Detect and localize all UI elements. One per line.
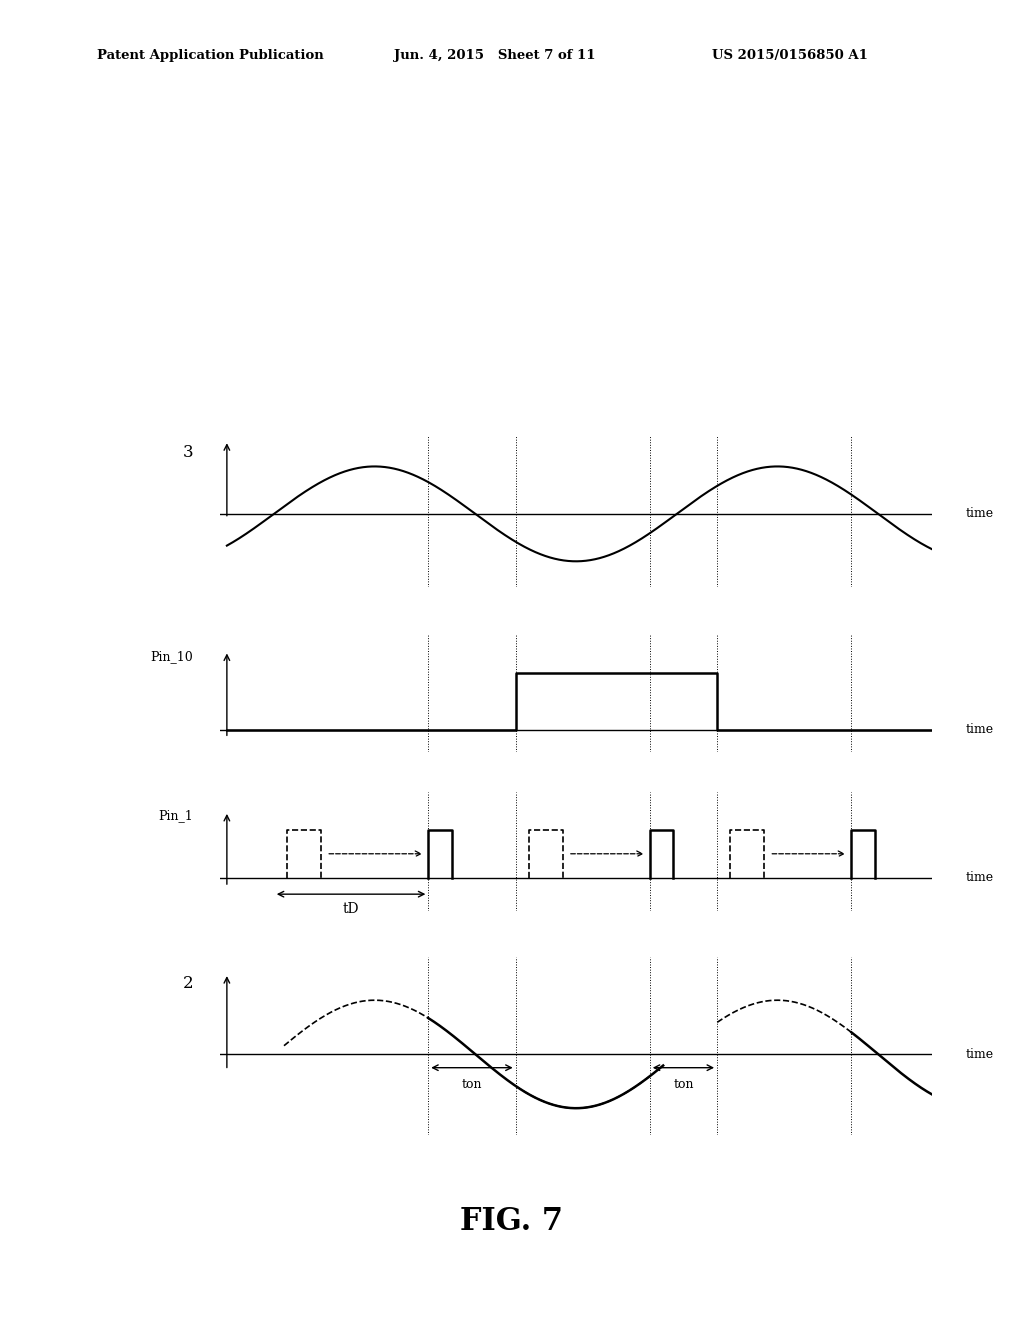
Text: time: time <box>966 507 993 520</box>
Text: tD: tD <box>343 903 359 916</box>
Text: US 2015/0156850 A1: US 2015/0156850 A1 <box>712 49 867 62</box>
Text: time: time <box>966 723 993 737</box>
Text: Patent Application Publication: Patent Application Publication <box>97 49 324 62</box>
Text: FIG. 7: FIG. 7 <box>461 1205 563 1237</box>
Text: Pin_1: Pin_1 <box>159 809 194 822</box>
Text: 3: 3 <box>182 444 194 461</box>
Text: 2: 2 <box>182 975 194 993</box>
Text: Pin_10: Pin_10 <box>151 649 194 663</box>
Text: time: time <box>966 871 993 884</box>
Text: ton: ton <box>462 1078 482 1092</box>
Text: time: time <box>966 1048 993 1061</box>
Text: ton: ton <box>673 1078 693 1092</box>
Text: Jun. 4, 2015   Sheet 7 of 11: Jun. 4, 2015 Sheet 7 of 11 <box>394 49 596 62</box>
